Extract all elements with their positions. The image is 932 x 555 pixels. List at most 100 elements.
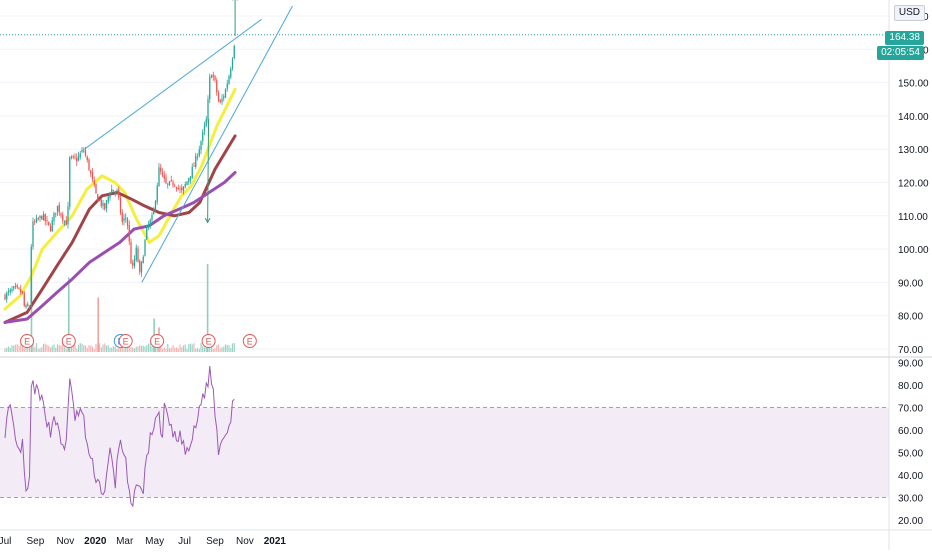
candle-body — [223, 96, 224, 98]
volume-bar — [137, 346, 138, 352]
volume-bar — [218, 345, 219, 352]
volume-bar — [95, 344, 96, 352]
candle-body — [234, 46, 235, 58]
volume-bar — [164, 347, 165, 352]
event-marker-label: E — [154, 337, 160, 347]
candle-body — [230, 69, 231, 78]
candle-body — [218, 93, 219, 102]
volume-bar — [115, 346, 116, 352]
candle-body — [108, 197, 109, 202]
volume-bar — [48, 346, 49, 352]
volume-bar — [143, 346, 144, 352]
candle-body — [155, 201, 156, 209]
price-tick-label: 100.00 — [898, 245, 929, 256]
volume-bar — [234, 343, 235, 352]
candle-body — [213, 75, 214, 77]
candle-body — [11, 289, 12, 291]
indicator-tick-label: 20.00 — [898, 516, 923, 527]
candle-body — [6, 293, 7, 300]
indicator-tick-label: 90.00 — [898, 359, 923, 370]
volume-bar — [94, 349, 95, 352]
indicator-tick-label: 70.00 — [898, 404, 923, 415]
x-tick-label: 2020 — [84, 536, 107, 547]
volume-bar — [46, 345, 47, 352]
indicator-tick-label: 80.00 — [898, 381, 923, 392]
candle-body — [181, 188, 182, 191]
candle-body — [66, 220, 67, 225]
candle-body — [165, 177, 166, 183]
price-tick-label: 110.00 — [898, 212, 928, 223]
candle-body — [18, 288, 19, 289]
candle-body — [97, 194, 98, 201]
candle-body — [92, 172, 93, 179]
volume-bar — [78, 345, 79, 352]
event-marker-label: E — [247, 337, 253, 347]
indicator-band — [0, 408, 889, 498]
moving-average-line — [5, 136, 235, 323]
volume-spike — [97, 297, 99, 352]
candle-body — [8, 291, 9, 292]
candle-body — [179, 188, 180, 189]
candle-body — [188, 179, 189, 182]
volume-bar — [43, 344, 44, 352]
candle-body — [214, 76, 215, 80]
price-tick-label: 80.00 — [898, 312, 923, 323]
candle-body — [148, 225, 149, 228]
candle-body — [48, 222, 49, 225]
indicator-tick-label: 40.00 — [898, 471, 923, 482]
candle-body — [195, 156, 196, 167]
volume-bar — [146, 345, 147, 352]
event-markers: EEDEEEE — [21, 335, 257, 348]
trendlines[interactable] — [84, 0, 292, 282]
candle-body — [120, 198, 121, 213]
volume-bar — [99, 343, 100, 352]
volume-bar — [192, 344, 193, 352]
volume-bar — [190, 344, 191, 352]
candle-body — [41, 216, 42, 219]
x-tick-label: May — [145, 536, 164, 547]
volume-bar — [13, 346, 14, 352]
volume-bar — [186, 349, 187, 352]
volume-bar — [24, 348, 25, 352]
volume-bar — [200, 343, 201, 352]
price-tick-label: 70.00 — [898, 345, 923, 356]
candle-body — [193, 166, 194, 167]
volume-bar — [11, 345, 12, 352]
candle-body — [62, 215, 63, 221]
volume-bar — [111, 348, 112, 352]
trendline — [84, 19, 261, 149]
volume-bar — [134, 349, 135, 352]
event-marker-label: E — [66, 337, 72, 347]
candle-body — [232, 59, 233, 69]
candle-body — [50, 226, 51, 231]
volume-bar — [167, 344, 168, 352]
candle-body — [29, 307, 30, 308]
volume-bar — [169, 348, 170, 352]
candle-body — [197, 157, 198, 158]
candle-body — [176, 187, 177, 189]
volume-bar — [18, 346, 19, 352]
candle-body — [55, 213, 56, 214]
volume-bar — [151, 346, 152, 352]
volume-bar — [174, 348, 175, 352]
candle-body — [171, 180, 172, 181]
volume-bar — [87, 348, 88, 352]
volume-bar — [221, 347, 222, 352]
candle-body — [209, 77, 210, 99]
volume-bar — [101, 347, 102, 352]
indicator-tick-label: 30.00 — [898, 494, 923, 505]
countdown-badge: 02:05:54 — [877, 46, 924, 60]
candle-body — [90, 170, 91, 173]
volume-bar — [197, 348, 198, 352]
volume-bar — [179, 344, 180, 352]
volume-bar — [80, 343, 81, 352]
volume-bar — [129, 346, 130, 352]
volume-bar — [39, 348, 40, 352]
candle-body — [4, 295, 5, 300]
candle-body — [69, 157, 70, 207]
indicator-tick-label: 50.00 — [898, 449, 923, 460]
candle-body — [87, 157, 88, 160]
volume-bar — [162, 349, 163, 352]
